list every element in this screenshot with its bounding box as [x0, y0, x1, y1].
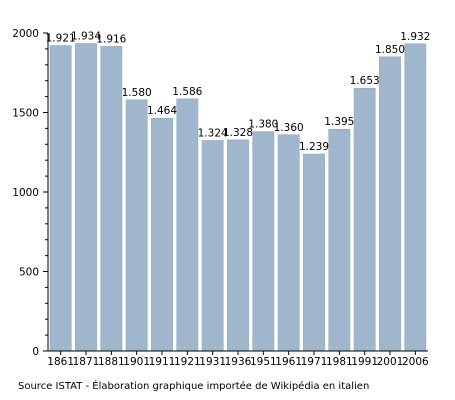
y-tick-label: 1500 — [12, 108, 39, 120]
x-tick-label-1981: 1981 — [326, 356, 353, 368]
x-tick-label-2006: 2006 — [402, 356, 429, 368]
value-label-1971: 1.239 — [299, 141, 329, 153]
x-tick-label-1901: 1901 — [123, 356, 150, 368]
value-label-1931: 1.324 — [198, 127, 228, 139]
bar-1971 — [303, 153, 325, 352]
value-label-2006: 1.932 — [400, 31, 430, 43]
source-note: Source ISTAT - Élaboration graphique imp… — [18, 381, 370, 392]
x-tick-label-1951: 1951 — [250, 356, 277, 368]
y-tick-label: 0 — [32, 346, 39, 358]
x-tick-label-1861: 1861 — [47, 356, 74, 368]
bar-1951 — [252, 131, 275, 352]
x-tick-label-1961: 1961 — [275, 356, 302, 368]
bar-1861 — [49, 45, 72, 352]
x-tick-label-2001: 2001 — [377, 356, 404, 368]
value-label-1961: 1.360 — [274, 122, 304, 134]
value-label-1951: 1.380 — [248, 119, 278, 131]
x-tick-label-1921: 1921 — [174, 356, 201, 368]
bar-1931 — [201, 140, 224, 352]
y-tick-label: 500 — [19, 267, 39, 279]
bar-1911 — [151, 117, 173, 352]
x-tick-label-1881: 1881 — [98, 356, 125, 368]
bar-1871 — [75, 43, 97, 352]
value-label-2001: 1.850 — [375, 44, 405, 56]
x-tick-label-1871: 1871 — [73, 356, 100, 368]
bar-1961 — [277, 134, 300, 352]
bar-1881 — [100, 46, 123, 352]
bar-1936 — [227, 139, 249, 352]
y-axis: 0 500 1000 1500 2000 — [12, 28, 49, 358]
x-axis: 1861187118811901191119211931193619511961… — [47, 350, 429, 368]
bar-1991 — [353, 87, 376, 352]
value-label-1991: 1.653 — [350, 75, 380, 87]
x-tick-label-1991: 1991 — [351, 356, 378, 368]
bar-1981 — [328, 128, 351, 352]
value-label-1981: 1.395 — [324, 116, 354, 128]
value-label-1901: 1.580 — [122, 87, 152, 99]
value-label-1911: 1.464 — [147, 105, 177, 117]
value-label-1881: 1.916 — [96, 33, 126, 45]
y-tick-label: 2000 — [12, 28, 39, 40]
bar-2001 — [379, 56, 401, 352]
x-tick-label-1911: 1911 — [149, 356, 176, 368]
value-label-1936: 1.328 — [223, 127, 253, 139]
bar-1921 — [176, 98, 199, 352]
value-label-1921: 1.586 — [172, 86, 202, 98]
value-label-1871: 1.934 — [71, 30, 101, 42]
y-tick-label: 1000 — [12, 187, 39, 199]
value-label-1861: 1.921 — [46, 33, 76, 45]
x-tick-label-1971: 1971 — [301, 356, 328, 368]
x-tick-label-1936: 1936 — [225, 356, 252, 368]
x-tick-label-1931: 1931 — [199, 356, 226, 368]
bar-2006 — [404, 43, 427, 352]
bar-1901 — [125, 99, 148, 352]
